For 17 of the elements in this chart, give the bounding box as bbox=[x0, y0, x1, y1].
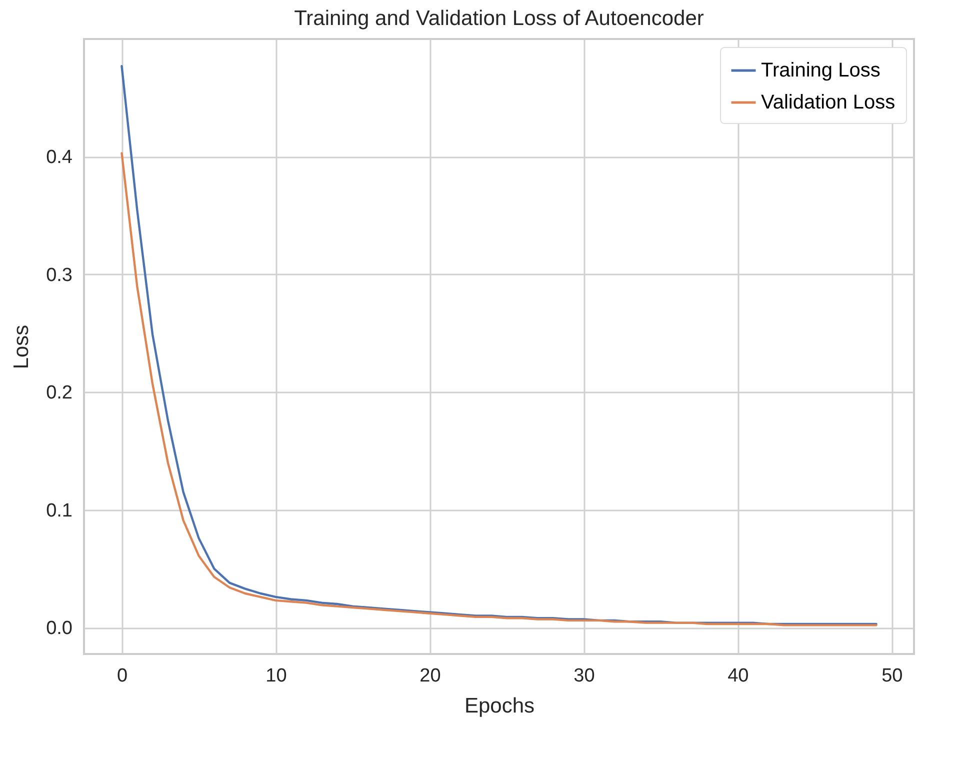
y-tick-label: 0.4 bbox=[46, 147, 73, 168]
legend-label: Validation Loss bbox=[761, 92, 896, 114]
y-tick-label: 0.2 bbox=[46, 382, 72, 404]
x-tick-label: 0 bbox=[116, 666, 128, 686]
x-tick-label: 40 bbox=[728, 666, 749, 686]
x-axis-title: Epochs bbox=[464, 694, 535, 718]
x-tick-label: 10 bbox=[266, 666, 287, 686]
x-tick-label: 20 bbox=[420, 666, 441, 686]
y-tick-label: 0.3 bbox=[46, 264, 72, 286]
y-axis-title: Loss bbox=[10, 324, 34, 370]
line-series bbox=[120, 152, 878, 626]
y-tick-label: 0.0 bbox=[46, 618, 72, 640]
y-tick-label: 0.1 bbox=[46, 500, 72, 522]
x-tick-label: 30 bbox=[574, 666, 595, 686]
chart-title: Training and Validation Loss of Autoencoder bbox=[294, 7, 704, 30]
legend-label: Training Loss bbox=[761, 60, 880, 82]
x-tick-label: 50 bbox=[882, 666, 903, 686]
